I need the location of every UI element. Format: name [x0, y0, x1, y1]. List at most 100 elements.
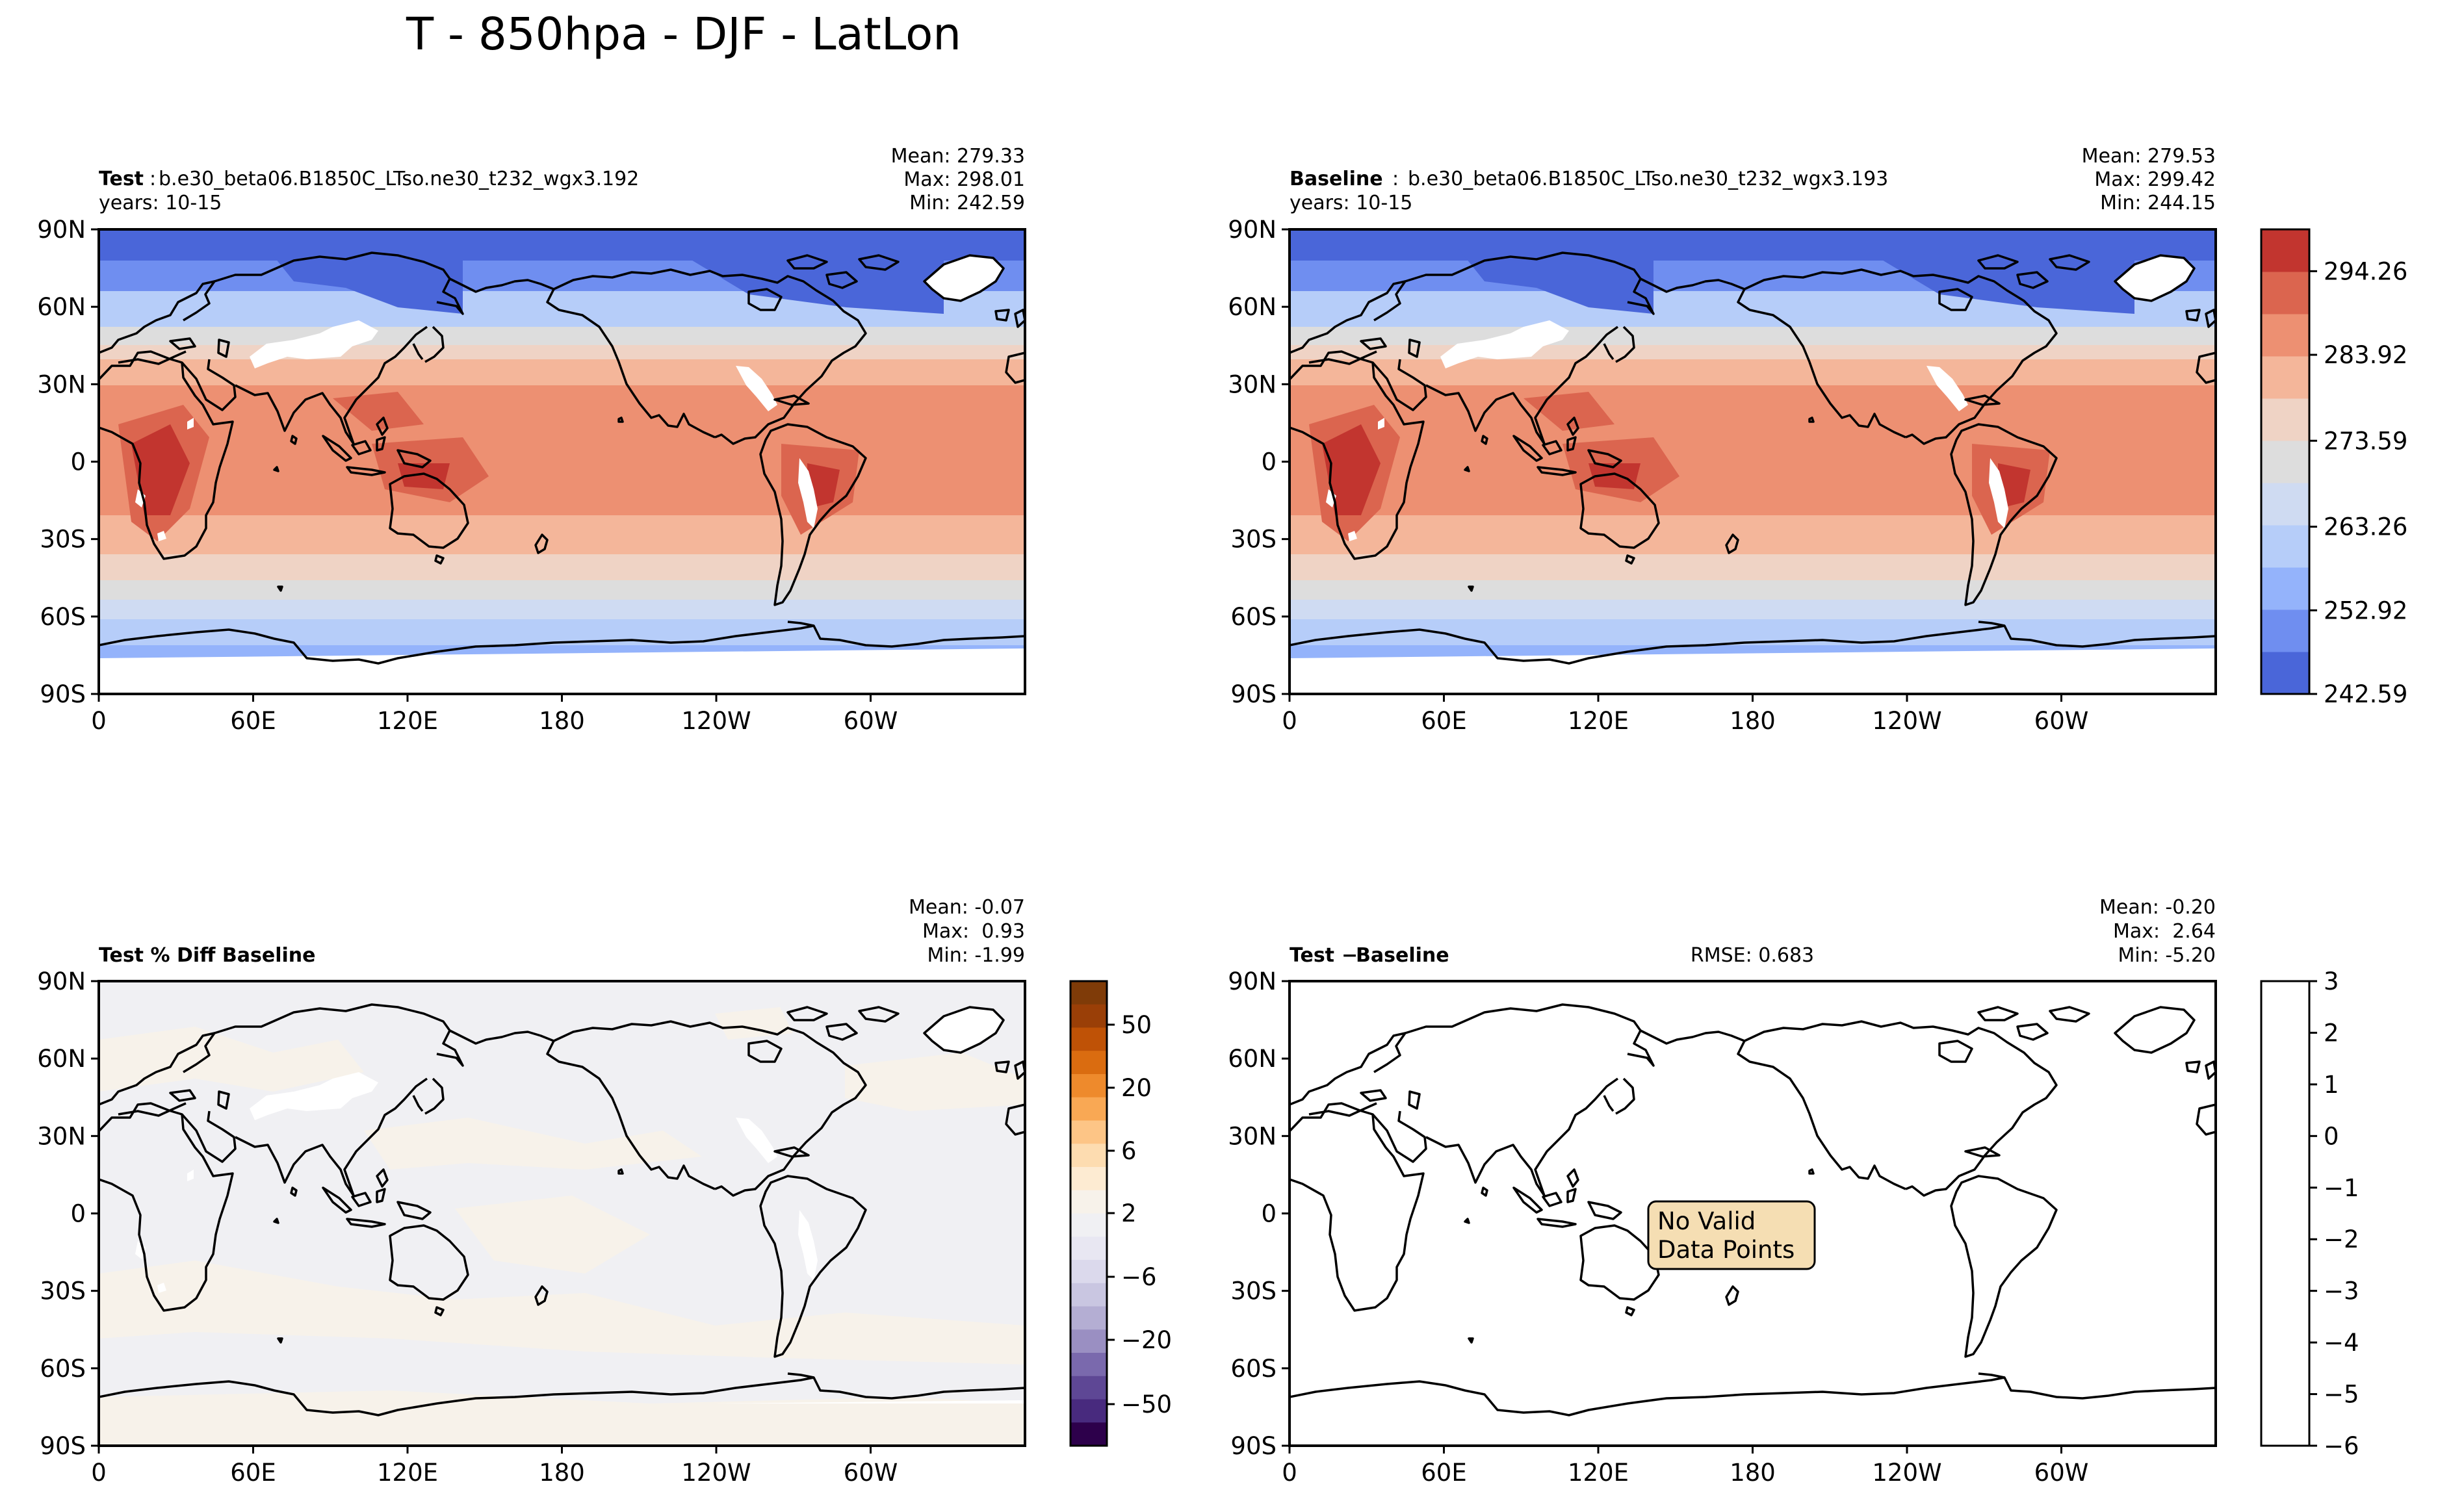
figure-title: T - 850hpa - DJF - LatLon [406, 8, 961, 60]
colorbar-pct-diff-level [1070, 1399, 1107, 1423]
temperature-band [1290, 600, 2216, 619]
lat-tick-label: 90N [37, 216, 86, 244]
temperature-band [99, 345, 1025, 359]
hot-region [1589, 463, 1640, 489]
lat-tick-label: 0 [70, 1200, 86, 1228]
lon-tick-label: 0 [91, 707, 107, 735]
lon-tick-label: 60E [1421, 707, 1466, 735]
colorbar-absolute-levels [2261, 229, 2309, 695]
lat-tick-label: 60N [37, 293, 86, 321]
lon-tick-label: 120W [681, 707, 751, 735]
panel-pct-diff-mean: Mean: -0.07 [909, 896, 1025, 919]
colorbar-pct-diff-level [1070, 1190, 1107, 1214]
colorbar-diff-ticks: 3 2 1 0 −1 −2 −3 −4 −5 −6 [2309, 967, 2359, 1460]
temperature-band [1290, 359, 2216, 385]
colorbar-absolute-tick-label: 263.26 [2324, 513, 2407, 541]
lat-tick-label: 0 [70, 448, 86, 476]
lat-tick-label: 30N [37, 1122, 86, 1150]
colorbar-diff-tick-label: −2 [2324, 1225, 2359, 1253]
colorbar-diff: 3 2 1 0 −1 −2 −3 −4 −5 −6 [2260, 967, 2359, 1460]
panel-baseline-case: b.e30_beta06.B1850C_LTso.ne30_t232_wgx3.… [1408, 168, 1888, 190]
hot-region [398, 463, 450, 489]
panel-pct-diff-lat-axis: 90N 60N 30N 0 30S 60S 90S [37, 967, 99, 1460]
colorbar-pct-diff-level [1070, 1004, 1107, 1028]
panel-test-mean: Mean: 279.33 [891, 145, 1025, 168]
lon-tick-label: 120E [1568, 707, 1629, 735]
lat-tick-label: 30S [40, 526, 86, 554]
colorbar-pct-diff-level [1070, 1329, 1107, 1353]
panel-test-lat-axis: 90N 60N 30N 0 30S 60S 90S [37, 216, 99, 708]
lat-tick-label: 90S [1230, 1432, 1277, 1460]
panel-baseline: Baseline : b.e30_beta06.B1850C_LTso.ne30… [1228, 145, 2217, 735]
panel-pct-diff-map [99, 981, 1025, 1446]
colorbar-absolute-level [2261, 398, 2309, 441]
lat-tick-label: 30N [1228, 1122, 1277, 1150]
temperature-band [99, 554, 1025, 580]
lon-tick-label: 180 [1730, 707, 1776, 735]
cold-region [1874, 249, 2134, 314]
colorbar-pct-diff-tick-label: −50 [1121, 1390, 1172, 1418]
panel-baseline-lon-axis: 0 60E 120E 180 120W 60W [1282, 694, 2088, 735]
lat-tick-label: 30S [40, 1277, 86, 1305]
colorbar-pct-diff-level [1070, 1074, 1107, 1098]
hot-region [131, 424, 190, 515]
colorbar-pct-diff-level [1070, 1144, 1107, 1168]
panel-baseline-name: Baseline [1290, 168, 1383, 190]
colorbar-absolute-level [2261, 272, 2309, 314]
lon-tick-label: 180 [539, 707, 585, 735]
temperature-band [1290, 554, 2216, 580]
colorbar-pct-diff-tick-label: −6 [1121, 1263, 1157, 1291]
colorbar-pct-diff-level [1070, 1027, 1107, 1051]
colorbar-diff-tick-label: −4 [2324, 1329, 2359, 1357]
temperature-band [99, 359, 1025, 385]
panel-test-map [99, 229, 1025, 694]
lon-tick-label: 180 [539, 1459, 585, 1487]
colorbar-pct-diff-level [1070, 981, 1107, 1005]
panel-baseline-max: Max: 299.42 [2094, 168, 2216, 191]
colorbar-diff-tick-label: −1 [2324, 1174, 2359, 1202]
colorbar-absolute-level [2261, 483, 2309, 526]
temperature-band [1290, 515, 2216, 554]
lon-tick-label: 60W [844, 707, 898, 735]
colorbar-pct-diff-level [1070, 1283, 1107, 1307]
lon-tick-label: 60W [2034, 1459, 2089, 1487]
lat-tick-label: 90S [1230, 680, 1277, 708]
colorbar-pct-diff-level [1070, 1097, 1107, 1121]
panel-test-max: Max: 298.01 [903, 168, 1025, 191]
colorbar-pct-diff-level [1070, 1167, 1107, 1191]
colorbar-absolute-level [2261, 356, 2309, 399]
panel-diff-max: Max: 2.64 [2113, 920, 2216, 943]
lon-tick-label: 120E [1568, 1459, 1629, 1487]
colorbar-absolute-level [2261, 567, 2309, 610]
lat-tick-label: 30S [1230, 526, 1277, 554]
panel-diff: Test − Baseline RMSE: 0.683 Mean: -0.20 … [1228, 896, 2217, 1487]
lat-tick-label: 90S [40, 680, 86, 708]
colorbar-pct-diff-tick-label: 6 [1121, 1137, 1137, 1165]
colorbar-absolute-level [2261, 229, 2309, 272]
panel-baseline-min: Min: 244.15 [2100, 192, 2216, 214]
colorbar-absolute-tick-label: 273.59 [2324, 427, 2407, 455]
lon-tick-label: 0 [1282, 1459, 1297, 1487]
lat-tick-label: 60S [1230, 1355, 1277, 1383]
temperature-band [1290, 327, 2216, 345]
panel-diff-lat-axis: 90N 60N 30N 0 30S 60S 90S [1228, 967, 1290, 1460]
lon-tick-label: 120W [1872, 707, 1941, 735]
panel-test-case: b.e30_beta06.B1850C_LTso.ne30_t232_wgx3.… [159, 168, 639, 190]
lat-tick-label: 60S [1230, 603, 1277, 631]
panel-pct-diff-name: Test % Diff Baseline [99, 944, 316, 967]
lon-tick-label: 60E [230, 707, 276, 735]
colorbar-pct-diff-level [1070, 1051, 1107, 1075]
panel-diff-mean: Mean: -0.20 [2099, 896, 2216, 919]
colorbar-absolute-ticks: 294.26 283.92 273.59 263.26 252.92 242.59 [2309, 257, 2407, 708]
lat-tick-label: 0 [1261, 448, 1277, 476]
colorbar-diff-tick-label: −5 [2324, 1381, 2359, 1409]
panel-baseline-years: years: 10-15 [1290, 192, 1412, 214]
lat-tick-label: 0 [1261, 1200, 1277, 1228]
temperature-band [99, 580, 1025, 600]
panel-diff-name2: Baseline [1356, 944, 1449, 967]
lon-tick-label: 0 [91, 1459, 107, 1487]
colorbar-pct-diff-level [1070, 1422, 1107, 1446]
colorbar-absolute-tick-label: 252.92 [2324, 596, 2407, 624]
hot-region [1322, 424, 1381, 515]
panel-test: Test : b.e30_beta06.B1850C_LTso.ne30_t23… [37, 145, 1026, 735]
